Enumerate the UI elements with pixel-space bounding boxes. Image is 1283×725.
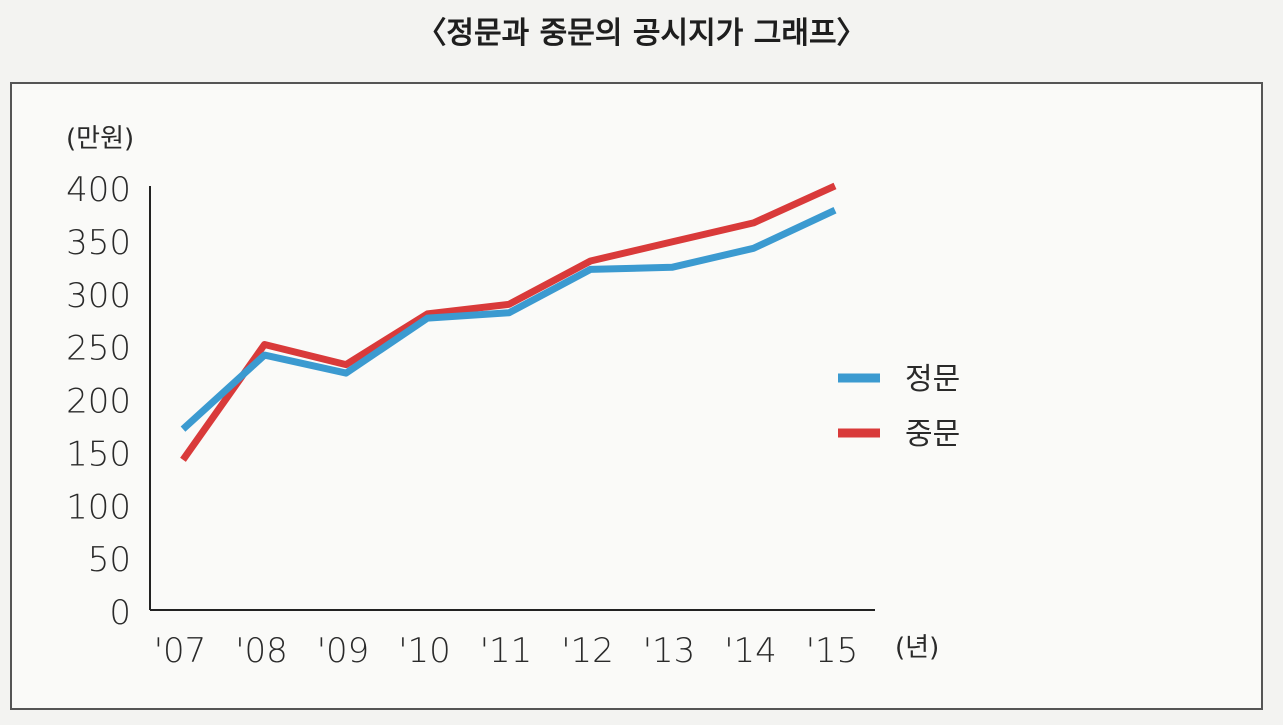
legend-label: 중문 bbox=[905, 417, 960, 452]
x-tick-label: '11 bbox=[480, 631, 533, 671]
y-tick-label: 200 bbox=[66, 382, 131, 422]
y-tick-label: 400 bbox=[66, 170, 131, 210]
series-line-jungmun bbox=[180, 182, 837, 462]
y-tick-label: 100 bbox=[66, 487, 131, 527]
x-tick-label: '08 bbox=[235, 631, 288, 671]
x-tick-label: '12 bbox=[561, 631, 614, 671]
y-tick-label: 250 bbox=[66, 329, 131, 369]
y-axis-label: (만원) bbox=[66, 124, 134, 154]
y-tick-label: 0 bbox=[109, 593, 131, 633]
y-tick-label: 350 bbox=[66, 223, 131, 263]
legend-label: 정문 bbox=[905, 362, 960, 397]
x-tick-label: '13 bbox=[643, 631, 696, 671]
x-tick-label: '14 bbox=[724, 631, 777, 671]
y-tick-label: 150 bbox=[66, 434, 131, 474]
y-tick-label: 50 bbox=[88, 540, 131, 580]
chart-title: 〈정문과 중문의 공시지가 그래프〉 bbox=[416, 16, 867, 51]
x-tick-label: '10 bbox=[398, 631, 451, 671]
x-tick-label: '15 bbox=[806, 631, 859, 671]
x-tick-label: '09 bbox=[317, 631, 370, 671]
x-axis-label: (년) bbox=[895, 633, 939, 663]
x-tick-label: '07 bbox=[154, 631, 207, 671]
series-line-jeongmun bbox=[180, 207, 837, 432]
y-tick-label: 300 bbox=[66, 276, 131, 316]
